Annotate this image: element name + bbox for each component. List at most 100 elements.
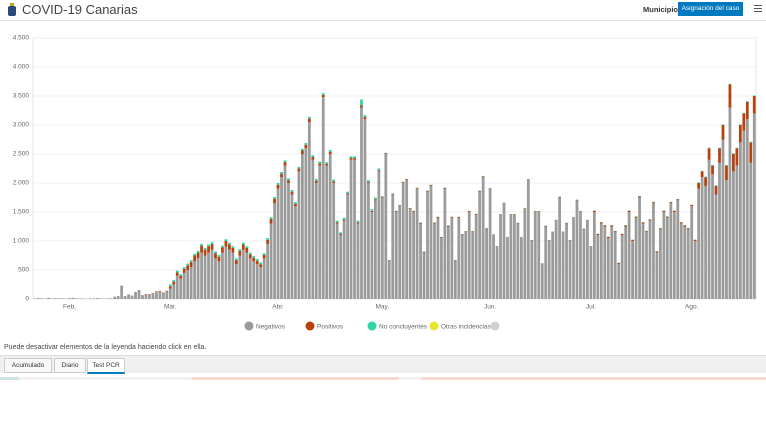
bar-segment <box>356 222 360 224</box>
menu-icon[interactable] <box>754 5 762 14</box>
bar-segment <box>259 267 263 299</box>
bar-segment <box>665 217 669 299</box>
bar-segment <box>328 154 332 299</box>
tab[interactable]: Diario <box>54 358 86 373</box>
bar-segment <box>457 216 461 218</box>
bar-segment <box>155 292 158 299</box>
bar-segment <box>718 162 721 299</box>
bar-segment <box>200 245 203 253</box>
bar-segment <box>683 226 687 299</box>
bar-segment <box>533 212 537 299</box>
x-tick-label: May. <box>376 304 390 311</box>
bar-segment <box>231 246 235 248</box>
bar-segment <box>721 124 725 125</box>
legend-swatch[interactable] <box>367 321 377 331</box>
bar-segment <box>287 180 290 183</box>
bar-segment <box>391 193 395 195</box>
bar-segment <box>599 223 603 299</box>
bar-segment <box>40 298 44 299</box>
bar-segment <box>506 237 509 239</box>
bar-segment <box>384 154 388 299</box>
bar-segment <box>346 193 349 195</box>
bar-segment <box>294 203 297 207</box>
bar-segment <box>551 231 555 233</box>
bar-segment <box>328 149 332 152</box>
bar-segment <box>245 247 249 253</box>
header: COVID-19 Canarias Municipio Asignación d… <box>0 0 766 21</box>
bar-segment <box>412 211 416 212</box>
bar-segment <box>273 196 276 199</box>
x-tick-label: Jun. <box>484 304 496 311</box>
bar-segment <box>380 196 384 198</box>
legend-label[interactable]: Negativos <box>256 324 286 331</box>
bar-segment <box>356 220 360 223</box>
bar-segment <box>725 165 728 181</box>
bar-segment <box>460 234 464 236</box>
municipio-label[interactable]: Municipio <box>643 5 678 14</box>
y-tick-label: 3.500 <box>13 93 30 100</box>
y-tick-label: 2.500 <box>13 151 30 158</box>
bar-segment <box>467 212 471 299</box>
bar-segment <box>339 232 343 235</box>
bar-segment <box>252 256 256 258</box>
bar-segment <box>749 141 753 143</box>
bar-segment <box>519 238 523 299</box>
bar-segment <box>471 232 475 299</box>
bar-segment <box>460 235 464 299</box>
bar-segment <box>172 279 176 282</box>
bar-segment <box>440 237 443 239</box>
bar-segment <box>290 189 294 192</box>
bar-segment <box>652 202 655 204</box>
bar-segment <box>645 231 648 233</box>
bar-segment <box>478 191 482 299</box>
bar-segment <box>307 116 311 119</box>
bar-segment <box>207 244 210 247</box>
bar-segment <box>238 250 242 256</box>
bar-segment <box>440 238 443 299</box>
bar-segment <box>745 101 749 102</box>
legend-swatch[interactable] <box>244 321 254 331</box>
legend-label[interactable]: No concluyentes <box>379 324 428 331</box>
bar-segment <box>690 206 694 299</box>
bar-segment <box>255 260 259 265</box>
bar-segment <box>502 203 506 299</box>
bar-segment <box>373 199 377 201</box>
bar-segment <box>537 211 541 212</box>
bar-segment <box>189 267 193 299</box>
bar-segment <box>168 286 172 289</box>
color-strip <box>0 377 766 380</box>
bar-segment <box>582 228 586 230</box>
legend-swatch[interactable] <box>429 321 439 331</box>
bar-segment <box>589 246 593 299</box>
bar-segment <box>513 214 516 215</box>
bar-segment <box>245 246 249 248</box>
bar-segment <box>353 158 356 160</box>
bar-segment <box>509 214 513 299</box>
bar-segment <box>148 294 151 295</box>
legend-swatch[interactable] <box>490 321 500 331</box>
case-button[interactable]: Asignación del caso <box>678 2 743 16</box>
bar-segment <box>283 160 287 163</box>
bar-segment <box>516 223 520 299</box>
bar-segment <box>123 296 127 299</box>
bar-segment <box>325 162 329 164</box>
legend-label[interactable]: Positivos <box>317 324 344 331</box>
bar-segment <box>68 298 71 299</box>
bar-segment <box>700 170 704 172</box>
bar-segment <box>422 251 426 253</box>
bar-segment <box>353 159 356 299</box>
bar-segment <box>342 219 346 221</box>
legend-label[interactable]: Otras incidencias <box>441 324 492 331</box>
bar-segment <box>214 251 217 254</box>
legend-swatch[interactable] <box>305 321 315 331</box>
bar-segment <box>655 251 659 253</box>
bar-segment <box>742 130 746 299</box>
tab[interactable]: Acumulado <box>4 358 52 373</box>
tab[interactable]: Test PCR <box>87 358 125 374</box>
bar-segment <box>266 238 270 240</box>
bar-segment <box>610 226 614 299</box>
bar-segment <box>339 235 343 299</box>
bar-segment <box>579 211 582 212</box>
bar-segment <box>304 144 308 149</box>
bar-segment <box>735 148 739 166</box>
